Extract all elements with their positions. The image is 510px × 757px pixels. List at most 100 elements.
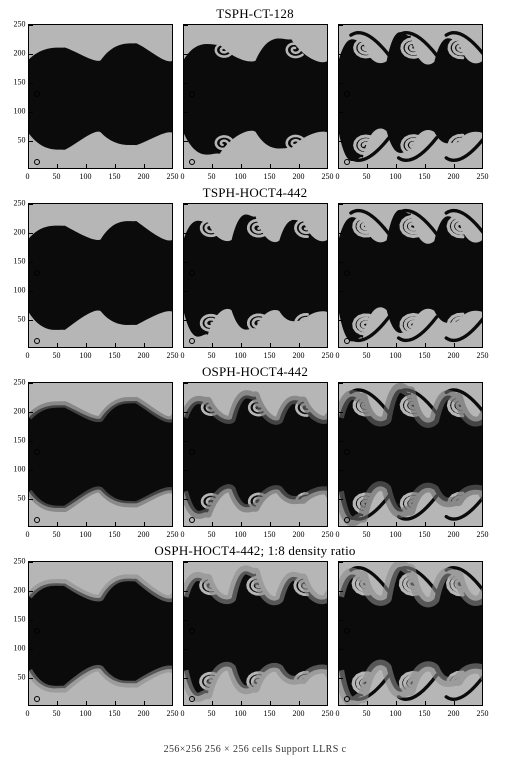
figure-page: TSPH-CT-12805010015020025050100150200250…: [0, 0, 510, 757]
marker-circle-icon: [344, 159, 350, 165]
marker-circle-icon: [344, 449, 350, 455]
row-title: TSPH-CT-128: [0, 6, 510, 22]
ytick-label: 250: [6, 557, 26, 566]
ytick-label: 150: [6, 78, 26, 87]
ytick-label: 50: [6, 494, 26, 503]
ytick-label: 250: [6, 199, 26, 208]
density-map: [183, 382, 328, 527]
xtick-label: 150: [109, 709, 121, 718]
ytick-label: 150: [6, 615, 26, 624]
xtick-label: 100: [390, 530, 402, 539]
xtick-label: 150: [264, 709, 276, 718]
panel-row: 0501001502002505010015020025005010015020…: [0, 203, 510, 348]
xtick-label: 150: [109, 530, 121, 539]
ytick-label: 200: [6, 407, 26, 416]
ytick-label: 150: [6, 436, 26, 445]
xtick-label: 50: [363, 172, 371, 181]
xtick-label: 100: [390, 172, 402, 181]
xtick-label: 200: [138, 709, 150, 718]
rows-container: TSPH-CT-12805010015020025050100150200250…: [0, 6, 510, 706]
simulation-panel: 050100150200250: [338, 203, 483, 348]
xtick-label: 250: [322, 172, 334, 181]
xtick-label: 100: [235, 530, 247, 539]
xtick-label: 200: [293, 172, 305, 181]
xtick-label: 150: [264, 172, 276, 181]
marker-circle-icon: [189, 628, 195, 634]
xtick-label: 150: [109, 351, 121, 360]
marker-circle-icon: [34, 270, 40, 276]
ytick-label: 100: [6, 465, 26, 474]
xtick-label: 100: [390, 351, 402, 360]
xtick-label: 150: [109, 172, 121, 181]
xtick-label: 250: [167, 172, 179, 181]
marker-circle-icon: [189, 270, 195, 276]
marker-circle-icon: [344, 696, 350, 702]
density-map: [338, 24, 483, 169]
marker-circle-icon: [344, 338, 350, 344]
marker-circle-icon: [189, 517, 195, 523]
simulation-panel: 05010015020025050100150200250: [28, 382, 173, 527]
marker-circle-icon: [189, 338, 195, 344]
xtick-label: 50: [363, 530, 371, 539]
ytick-label: 50: [6, 136, 26, 145]
ytick-label: 50: [6, 673, 26, 682]
marker-circle-icon: [189, 91, 195, 97]
simulation-panel: 05010015020025050100150200250: [28, 561, 173, 706]
marker-circle-icon: [34, 628, 40, 634]
xtick-label: 50: [208, 709, 216, 718]
marker-circle-icon: [34, 449, 40, 455]
xtick-label: 0: [336, 530, 340, 539]
density-map: [28, 382, 173, 527]
simulation-panel: 050100150200250: [183, 24, 328, 169]
xtick-label: 150: [264, 351, 276, 360]
simulation-panel: 050100150200250: [338, 561, 483, 706]
xtick-label: 0: [181, 172, 185, 181]
xtick-label: 50: [208, 351, 216, 360]
panel-row: 0501001502002505010015020025005010015020…: [0, 24, 510, 169]
density-map: [183, 24, 328, 169]
simulation-panel: 05010015020025050100150200250: [28, 24, 173, 169]
xtick-label: 50: [53, 351, 61, 360]
xtick-label: 150: [419, 172, 431, 181]
marker-circle-icon: [344, 270, 350, 276]
simulation-panel: 050100150200250: [183, 203, 328, 348]
marker-circle-icon: [344, 517, 350, 523]
xtick-label: 250: [167, 530, 179, 539]
xtick-label: 200: [293, 709, 305, 718]
xtick-label: 0: [26, 709, 30, 718]
density-map: [28, 561, 173, 706]
xtick-label: 0: [181, 351, 185, 360]
row-title: OSPH-HOCT4-442; 1:8 density ratio: [0, 543, 510, 559]
xtick-label: 250: [477, 351, 489, 360]
xtick-label: 100: [235, 709, 247, 718]
marker-circle-icon: [34, 91, 40, 97]
xtick-label: 50: [53, 530, 61, 539]
xtick-label: 50: [363, 351, 371, 360]
xtick-label: 100: [80, 351, 92, 360]
ytick-label: 100: [6, 644, 26, 653]
xtick-label: 250: [322, 351, 334, 360]
xtick-label: 200: [138, 351, 150, 360]
xtick-label: 0: [26, 172, 30, 181]
xtick-label: 100: [390, 709, 402, 718]
xtick-label: 100: [80, 172, 92, 181]
marker-circle-icon: [189, 449, 195, 455]
xtick-label: 250: [477, 172, 489, 181]
xtick-label: 0: [336, 709, 340, 718]
xtick-label: 100: [235, 172, 247, 181]
xtick-label: 50: [53, 172, 61, 181]
xtick-label: 250: [167, 709, 179, 718]
marker-circle-icon: [189, 159, 195, 165]
marker-circle-icon: [34, 338, 40, 344]
xtick-label: 0: [26, 351, 30, 360]
xtick-label: 0: [26, 530, 30, 539]
xtick-label: 200: [293, 351, 305, 360]
marker-circle-icon: [344, 628, 350, 634]
panel-row: 05010015020025050100150200250 05010015020…: [0, 561, 510, 706]
ytick-label: 250: [6, 378, 26, 387]
marker-circle-icon: [189, 696, 195, 702]
xtick-label: 250: [322, 709, 334, 718]
xtick-label: 150: [419, 351, 431, 360]
simulation-panel: 050100150200250: [183, 382, 328, 527]
xtick-label: 250: [477, 709, 489, 718]
